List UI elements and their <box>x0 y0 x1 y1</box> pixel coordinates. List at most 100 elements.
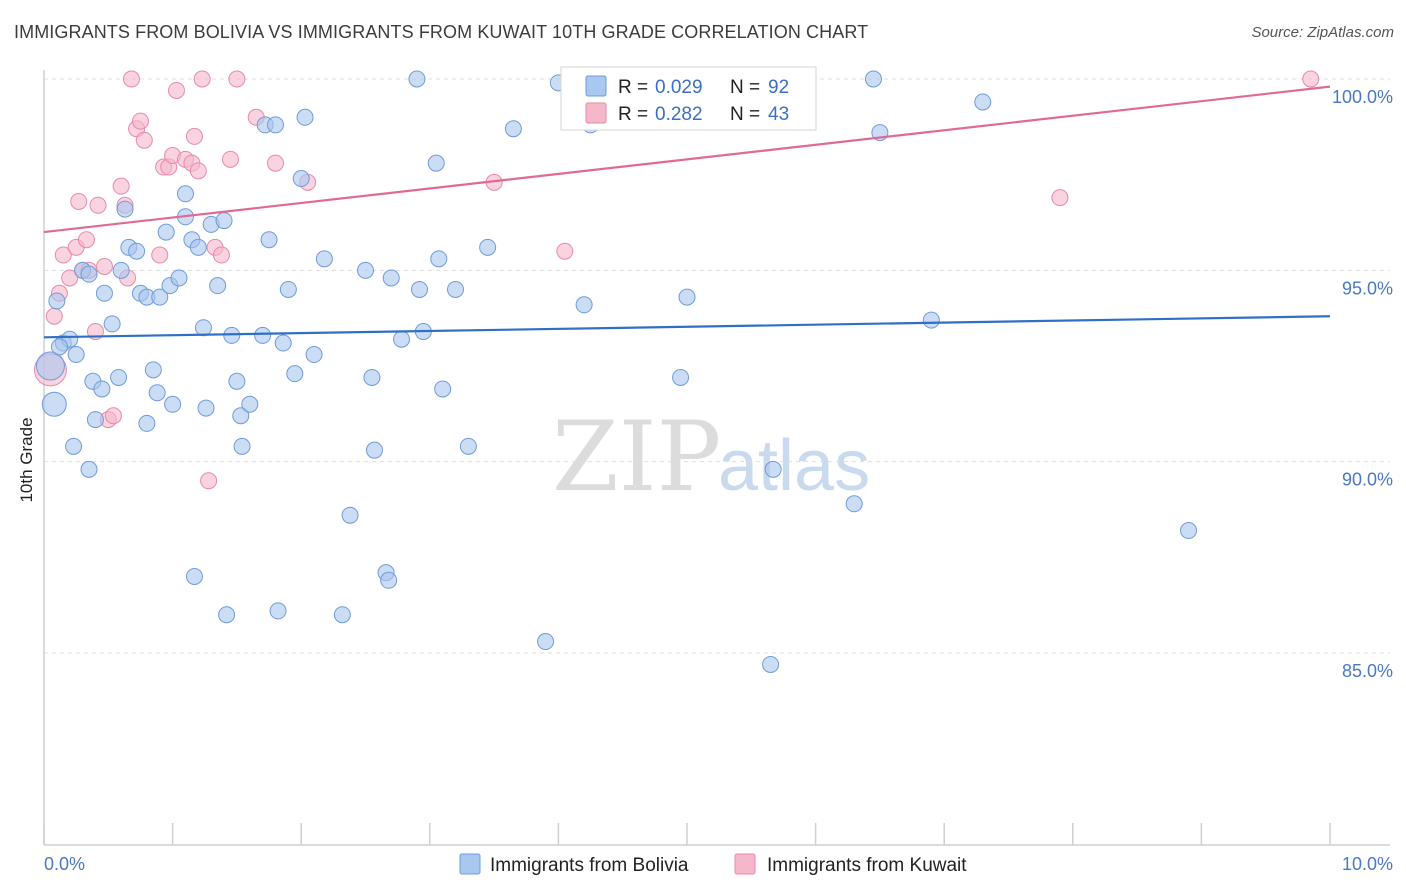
bolivia-point <box>103 315 121 333</box>
bolivia-point <box>41 391 67 417</box>
bolivia-point <box>233 437 251 455</box>
bolivia-point <box>382 269 400 287</box>
bolivia-point <box>228 372 246 390</box>
legend-n-label-bolivia: N = <box>730 77 760 98</box>
bolivia-point <box>232 407 250 425</box>
bolivia-point <box>296 108 314 126</box>
bolivia-point <box>80 265 98 283</box>
bolivia-point <box>408 70 426 88</box>
bolivia-point <box>427 154 445 172</box>
bolivia-point <box>333 606 351 624</box>
kuwait-point <box>185 127 203 145</box>
bolivia-point <box>50 338 68 356</box>
y-tick-labels: 85.0% 90.0% 95.0% 100.0% <box>1332 87 1393 681</box>
bottom-legend-label-kuwait: Immigrants from Kuwait <box>767 855 967 876</box>
bolivia-point <box>279 280 297 298</box>
y-tick-label: 85.0% <box>1342 661 1393 681</box>
bolivia-point <box>241 395 259 413</box>
kuwait-point <box>89 196 107 214</box>
chart-title: IMMIGRANTS FROM BOLIVIA VS IMMIGRANTS FR… <box>14 22 869 42</box>
bolivia-point <box>274 334 292 352</box>
legend-swatch-kuwait <box>585 102 607 124</box>
bolivia-point <box>537 633 555 651</box>
kuwait-point <box>193 70 211 88</box>
bolivia-point <box>35 351 65 381</box>
bolivia-point <box>678 288 696 306</box>
kuwait-point <box>54 246 72 264</box>
bolivia-point <box>185 567 203 585</box>
kuwait-trendline <box>43 85 1331 234</box>
bolivia-point <box>93 380 111 398</box>
watermark-zip: ZIP <box>552 401 721 513</box>
kuwait-point <box>70 192 88 210</box>
bolivia-point <box>128 242 146 260</box>
bottom-legend-label-bolivia: Immigrants from Bolivia <box>490 855 689 876</box>
bolivia-point <box>197 399 215 417</box>
bolivia-point <box>341 506 359 524</box>
bolivia-point <box>845 495 863 513</box>
bolivia-point <box>269 602 287 620</box>
bolivia-point <box>148 384 166 402</box>
bolivia-point <box>110 368 128 386</box>
kuwait-point <box>77 231 95 249</box>
trendlines <box>43 85 1331 339</box>
bolivia-point <box>1180 522 1198 540</box>
bolivia-point <box>254 326 272 344</box>
bolivia-point <box>266 116 284 134</box>
bolivia-point <box>447 280 465 298</box>
kuwait-point <box>1302 70 1320 88</box>
bolivia-point <box>363 368 381 386</box>
bolivia-point <box>411 280 429 298</box>
x-tick-label-end: 10.0% <box>1342 854 1393 874</box>
bolivia-point <box>922 311 940 329</box>
legend-n-value-kuwait: 43 <box>768 104 789 125</box>
kuwait-point <box>228 70 246 88</box>
bolivia-point <box>864 70 882 88</box>
kuwait-point <box>151 246 169 264</box>
bolivia-point <box>292 169 310 187</box>
axes <box>43 70 1390 846</box>
bolivia-point <box>504 120 522 138</box>
y-tick-label: 100.0% <box>1332 87 1393 107</box>
bolivia-point <box>286 365 304 383</box>
bolivia-trendline <box>43 315 1331 339</box>
bolivia-point <box>762 655 780 673</box>
kuwait-point <box>189 162 207 180</box>
kuwait-point <box>45 307 63 325</box>
legend-swatch-bolivia <box>585 75 607 97</box>
bolivia-point <box>315 250 333 268</box>
bolivia-point <box>80 460 98 478</box>
legend-r-value-bolivia: 0.029 <box>655 77 703 98</box>
kuwait-point <box>212 246 230 264</box>
bolivia-point <box>138 414 156 432</box>
bolivia-point <box>67 346 85 364</box>
bolivia-point <box>305 346 323 364</box>
bolivia-point <box>86 411 104 429</box>
legend-r-value-kuwait: 0.282 <box>655 104 703 125</box>
bolivia-point <box>215 212 233 230</box>
gridlines <box>44 78 1390 654</box>
bolivia-point <box>164 395 182 413</box>
legend-r-label-kuwait: R = <box>618 104 648 125</box>
bolivia-point <box>764 460 782 478</box>
bolivia-point <box>430 250 448 268</box>
bolivia-point <box>434 380 452 398</box>
kuwait-point <box>167 81 185 99</box>
bolivia-point <box>194 319 212 337</box>
legend-r-label-bolivia: R = <box>618 77 648 98</box>
kuwait-point <box>122 70 140 88</box>
bolivia-points <box>35 70 1198 673</box>
bolivia-point <box>176 185 194 203</box>
stats-legend: R = 0.029 N = 92 R = 0.282 N = 43 <box>560 66 817 131</box>
bolivia-point <box>65 437 83 455</box>
kuwait-point <box>200 472 218 490</box>
bolivia-point <box>157 223 175 241</box>
y-tick-label: 90.0% <box>1342 470 1393 490</box>
legend-n-value-bolivia: 92 <box>768 77 789 98</box>
kuwait-point <box>135 131 153 149</box>
bolivia-point <box>357 261 374 279</box>
series-legend: Immigrants from Bolivia Immigrants from … <box>459 853 967 876</box>
watermark-atlas: atlas <box>718 426 870 506</box>
bolivia-point <box>48 292 66 310</box>
